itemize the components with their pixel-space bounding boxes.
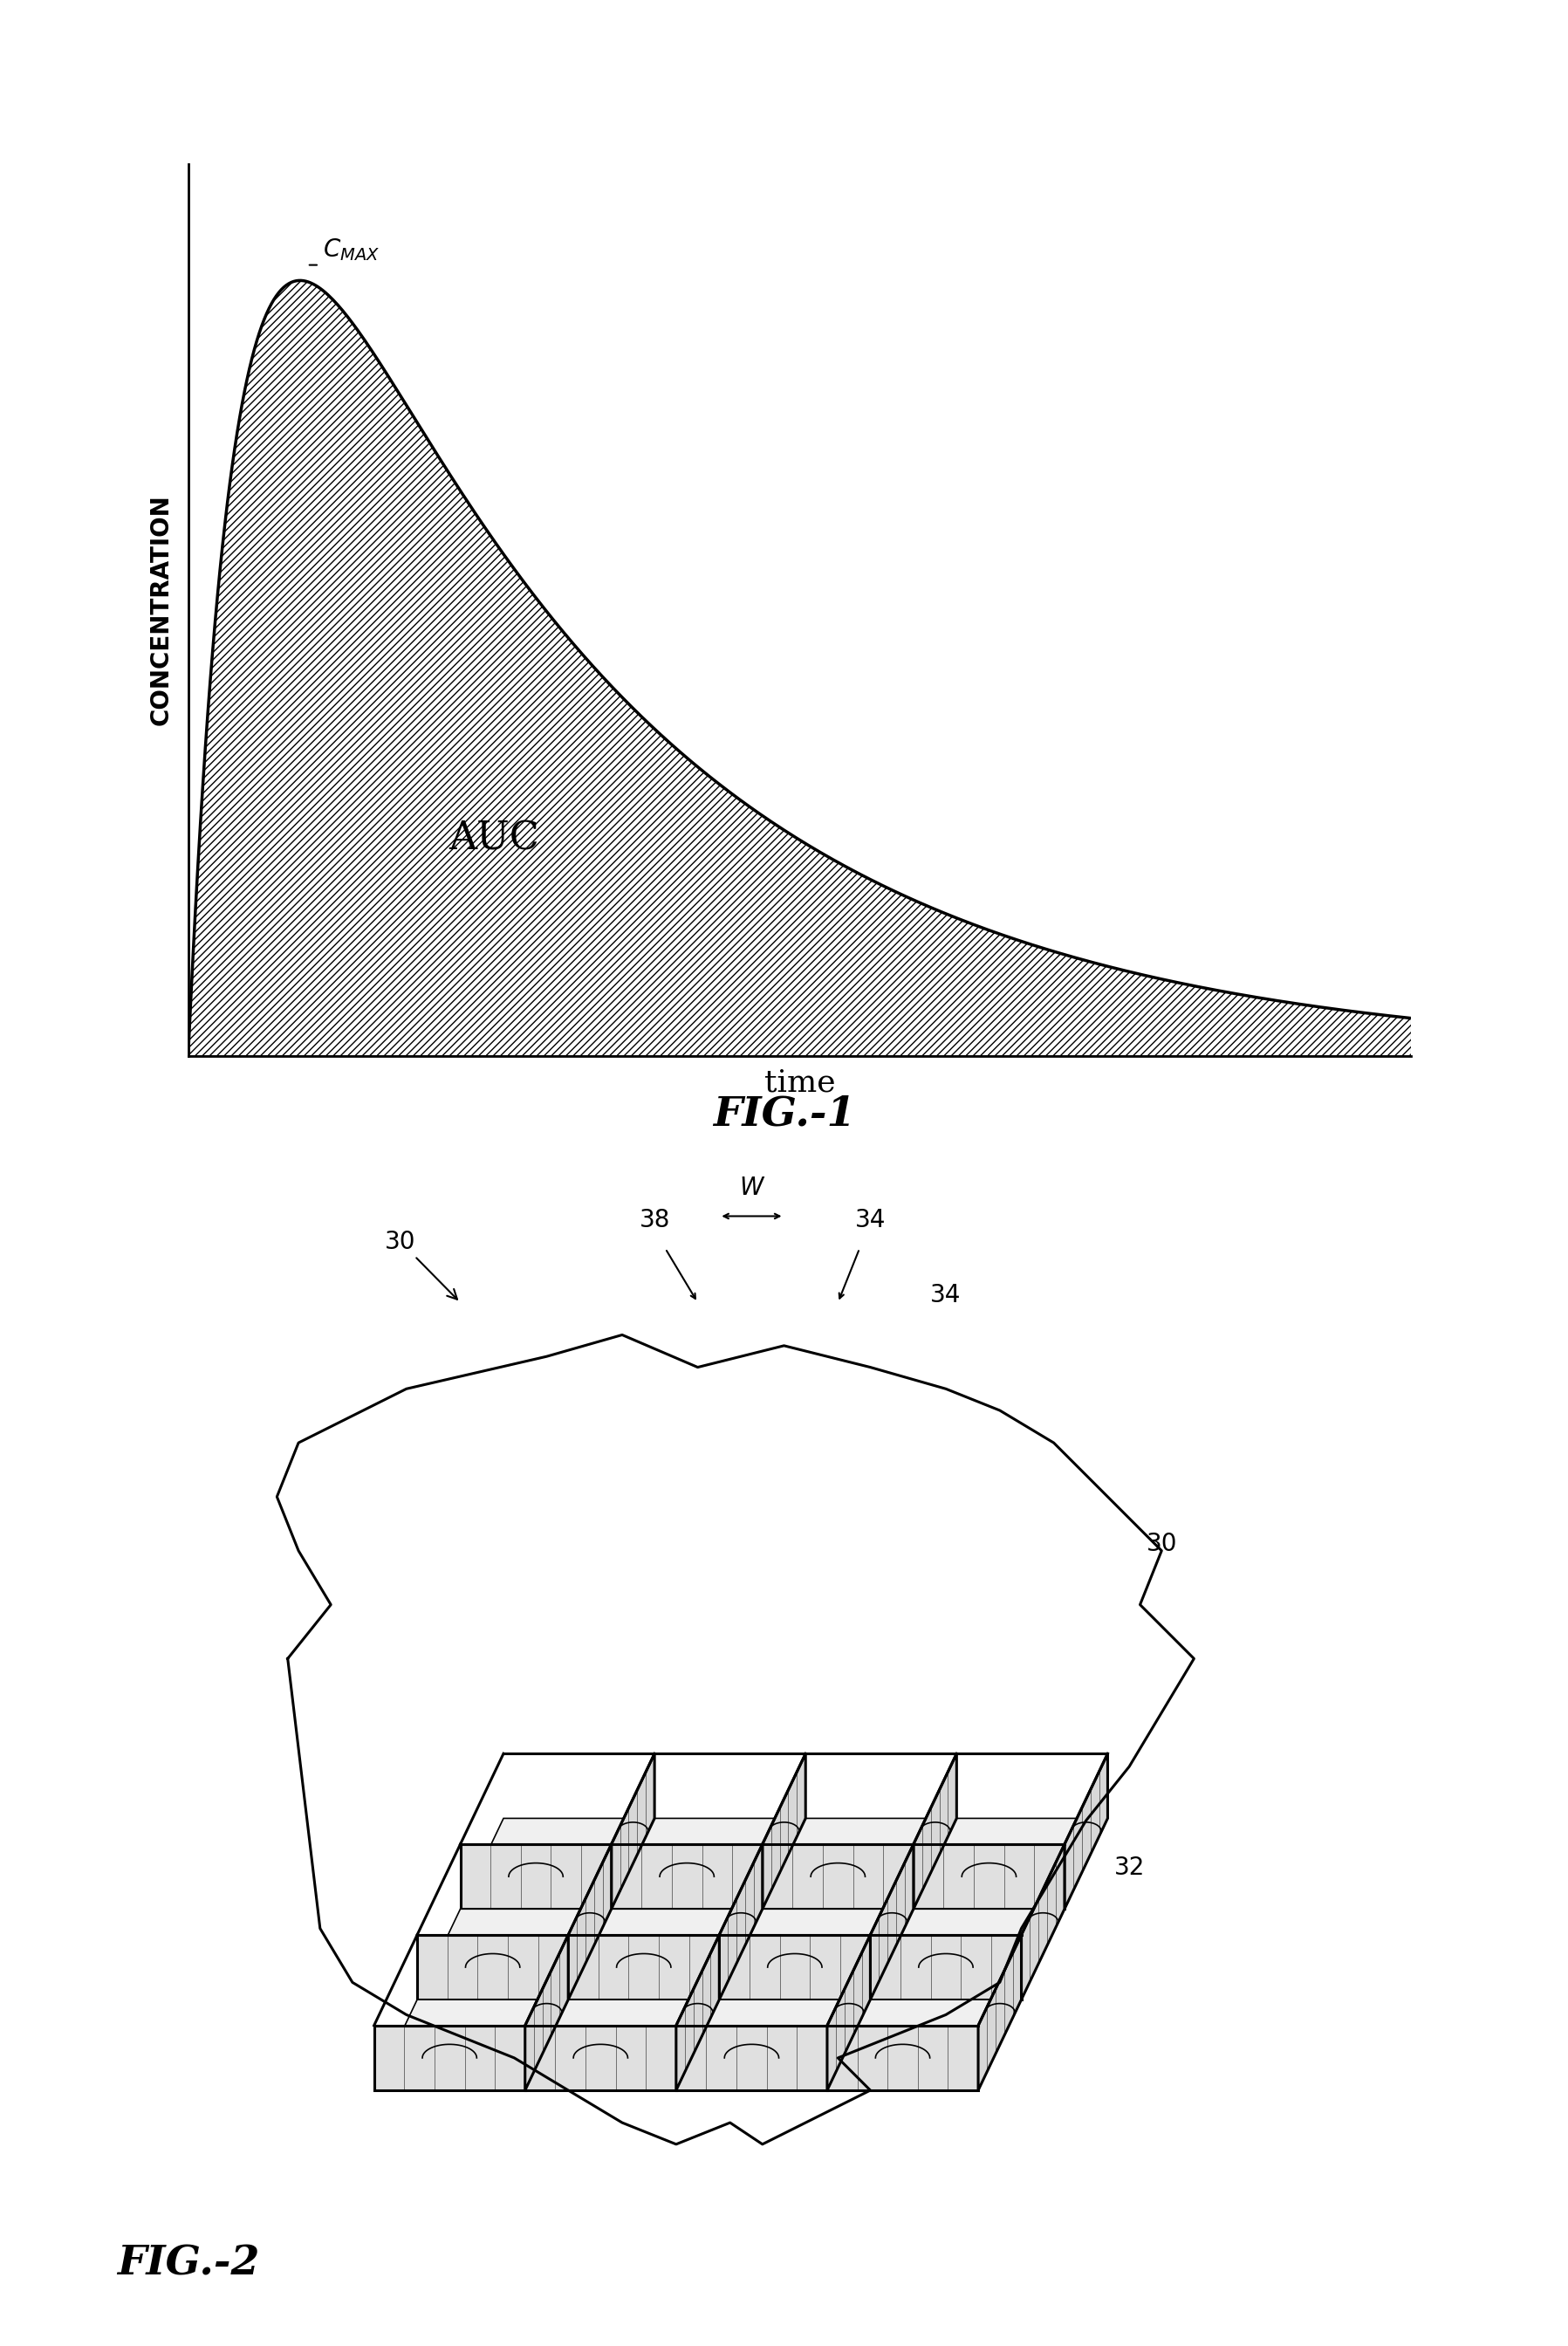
Polygon shape <box>568 1935 720 1999</box>
Polygon shape <box>762 1818 956 1910</box>
Polygon shape <box>676 1999 870 2090</box>
Polygon shape <box>568 1844 612 1999</box>
X-axis label: time: time <box>764 1067 836 1098</box>
Polygon shape <box>978 1935 1021 2090</box>
Polygon shape <box>914 1844 1065 1910</box>
Text: FIG.-1: FIG.-1 <box>713 1093 855 1135</box>
Text: 30: 30 <box>384 1229 458 1300</box>
Text: 32: 32 <box>1113 1856 1145 1879</box>
Polygon shape <box>525 1999 720 2090</box>
Polygon shape <box>720 1910 914 1999</box>
Polygon shape <box>828 1999 1021 2090</box>
Polygon shape <box>417 1910 612 1999</box>
Polygon shape <box>914 1818 1107 1910</box>
Polygon shape <box>461 1818 654 1910</box>
Polygon shape <box>375 2025 525 2090</box>
Polygon shape <box>375 1999 568 2090</box>
Polygon shape <box>720 1935 870 1999</box>
Polygon shape <box>612 1844 762 1910</box>
Polygon shape <box>612 1752 654 1910</box>
Polygon shape <box>762 1752 806 1910</box>
Text: FIG.-2: FIG.-2 <box>118 2243 259 2285</box>
Polygon shape <box>612 1818 806 1910</box>
Text: $C_{MAX}$: $C_{MAX}$ <box>323 237 379 263</box>
Polygon shape <box>1021 1844 1065 1999</box>
Text: 38: 38 <box>640 1208 670 1232</box>
Text: 30: 30 <box>1146 1532 1178 1555</box>
Polygon shape <box>720 1844 762 1999</box>
Polygon shape <box>568 1910 762 1999</box>
Polygon shape <box>762 1844 914 1910</box>
Polygon shape <box>417 1935 568 1999</box>
Polygon shape <box>828 2025 978 2090</box>
Polygon shape <box>828 1935 870 2090</box>
Text: 34: 34 <box>855 1208 886 1232</box>
Polygon shape <box>870 1844 914 1999</box>
Text: AUC: AUC <box>448 819 539 859</box>
Text: W: W <box>740 1175 764 1199</box>
Polygon shape <box>676 2025 828 2090</box>
Polygon shape <box>870 1935 1021 1999</box>
Polygon shape <box>914 1752 956 1910</box>
Polygon shape <box>1065 1752 1107 1910</box>
Polygon shape <box>676 1935 720 2090</box>
Polygon shape <box>525 2025 676 2090</box>
Y-axis label: CONCENTRATION: CONCENTRATION <box>149 495 174 725</box>
Polygon shape <box>525 1935 568 2090</box>
Text: 34: 34 <box>930 1283 961 1307</box>
Polygon shape <box>870 1910 1065 1999</box>
Polygon shape <box>461 1844 612 1910</box>
